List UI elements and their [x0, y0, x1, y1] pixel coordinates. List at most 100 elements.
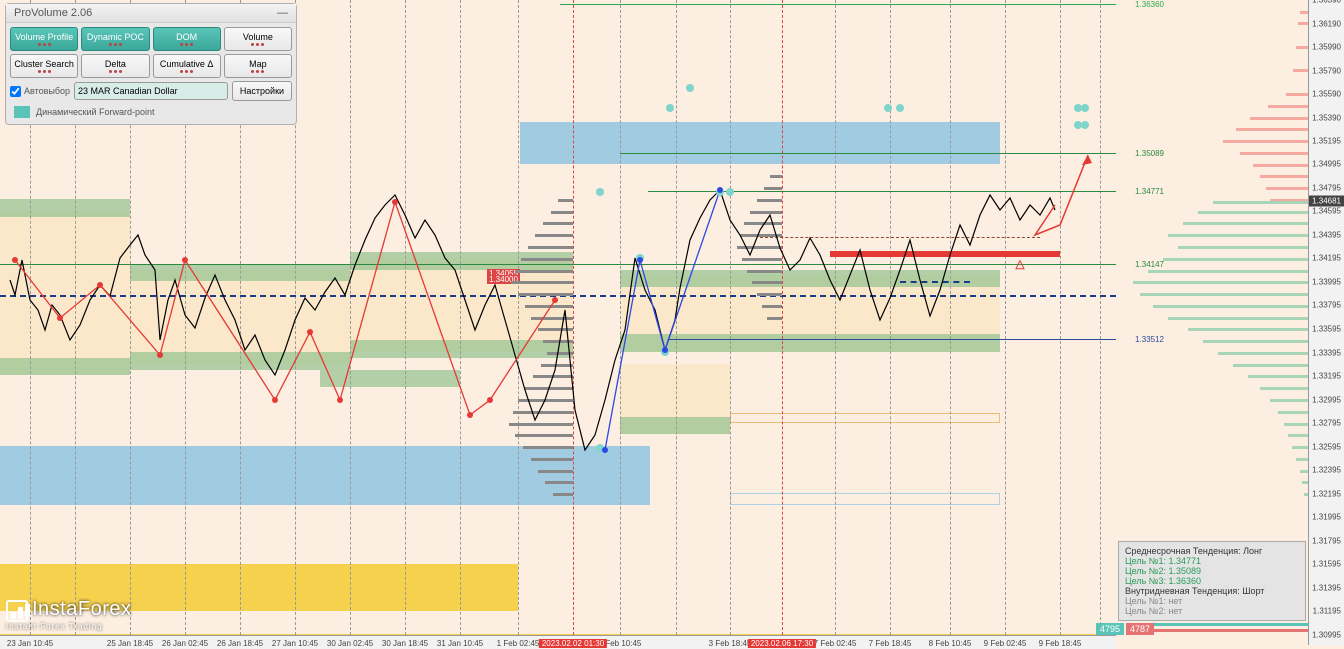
y-tick: 1.32195	[1312, 489, 1341, 498]
auto-select-checkbox[interactable]: Автовыбор	[10, 86, 70, 97]
vp-bar	[1300, 470, 1308, 473]
y-tick: 1.33995	[1312, 277, 1341, 286]
panel-btn-volume-profile[interactable]: Volume Profile	[10, 27, 78, 51]
logo-brand: InstaForex	[32, 598, 131, 620]
intra-target-2: Цель №2: нет	[1125, 606, 1299, 616]
vp-bar	[1203, 340, 1308, 343]
vp-bar	[1266, 187, 1308, 190]
y-tick: 1.35790	[1312, 66, 1341, 75]
x-tick: 1 Feb 02:45	[497, 639, 540, 648]
vp-bar	[1292, 446, 1308, 449]
vp-bar	[1198, 211, 1308, 214]
vp-bar	[1153, 305, 1308, 308]
panel-btn-dynamic-poc[interactable]: Dynamic POC	[81, 27, 149, 51]
target-2: Цель №2: 1.35089	[1125, 566, 1299, 576]
y-tick: 1.34795	[1312, 183, 1341, 192]
y-tick: 1.31595	[1312, 560, 1341, 569]
target-1: Цель №1: 1.34771	[1125, 556, 1299, 566]
y-tick: 1.33595	[1312, 324, 1341, 333]
y-tick: 1.32595	[1312, 442, 1341, 451]
panel-titlebar[interactable]: ProVolume 2.06 —	[6, 4, 296, 23]
mid-trend-label: Среднесрочная Тенденция: Лонг	[1125, 546, 1299, 556]
vp-bar	[1278, 411, 1308, 414]
y-tick: 1.33795	[1312, 301, 1341, 310]
forward-point-label: Динамический Forward-point	[36, 107, 155, 117]
vp-bar	[1284, 423, 1308, 426]
x-tick: 31 Jan 10:45	[437, 639, 483, 648]
vp-bar	[1296, 46, 1308, 49]
instrument-select[interactable]: 23 MAR Canadian Dollar	[74, 82, 228, 100]
intra-target-1: Цель №1: нет	[1125, 596, 1299, 606]
vp-bar	[1188, 328, 1308, 331]
x-tick: 26 Jan 02:45	[162, 639, 208, 648]
y-tick: 1.31795	[1312, 536, 1341, 545]
vp-bar	[1253, 164, 1308, 167]
vp-bar	[1223, 140, 1308, 143]
volume-profile-right	[1116, 0, 1308, 635]
vp-bar	[1260, 175, 1308, 178]
x-tick: 25 Jan 18:45	[107, 639, 153, 648]
panel-title-text: ProVolume 2.06	[14, 7, 92, 19]
logo-subtitle: Instant Forex Trading	[6, 622, 131, 631]
y-tick: 1.35990	[1312, 43, 1341, 52]
panel-btn-map[interactable]: Map	[224, 54, 292, 78]
provolume-panel[interactable]: ProVolume 2.06 — Volume ProfileDynamic P…	[5, 3, 297, 125]
target-3: Цель №3: 1.36360	[1125, 576, 1299, 586]
panel-btn-delta[interactable]: Delta	[81, 54, 149, 78]
x-tick: 30 Jan 18:45	[382, 639, 428, 648]
y-tick: 1.36390	[1312, 0, 1341, 5]
auto-select-input[interactable]	[10, 86, 21, 97]
y-tick: 1.31195	[1313, 607, 1341, 616]
y-tick: 1.33395	[1312, 348, 1341, 357]
y-tick: 1.31995	[1312, 513, 1341, 522]
panel-btn-cluster-search[interactable]: Cluster Search	[10, 54, 78, 78]
auto-select-label: Автовыбор	[24, 86, 70, 96]
forward-point-icon	[14, 106, 30, 118]
panel-btn-dom[interactable]: DOM	[153, 27, 221, 51]
vp-bar	[1250, 117, 1308, 120]
panel-btn-volume[interactable]: Volume	[224, 27, 292, 51]
x-axis: 23 Jan 10:4525 Jan 18:4526 Jan 02:4526 J…	[0, 635, 1116, 649]
vp-bar	[1178, 246, 1308, 249]
vp-bar	[1268, 105, 1308, 108]
vp-bar	[1168, 234, 1308, 237]
x-tick: 7 Feb 02:45	[814, 639, 857, 648]
y-tick: 1.34195	[1312, 254, 1341, 263]
vp-bar	[1248, 375, 1308, 378]
x-tick: 26 Jan 18:45	[217, 639, 263, 648]
y-tick: 1.34995	[1312, 160, 1341, 169]
y-tick: 1.33195	[1312, 372, 1341, 381]
vp-bar	[1236, 128, 1308, 131]
y-tick: 1.34595	[1312, 207, 1341, 216]
vp-bar	[1293, 69, 1308, 72]
x-tick: 9 Feb 02:45	[984, 639, 1027, 648]
minimize-icon[interactable]: —	[277, 7, 288, 19]
broker-logo: InstaForex Instant Forex Trading	[6, 598, 131, 631]
y-tick: 1.31395	[1312, 583, 1341, 592]
vp-bar	[1133, 281, 1308, 284]
vp-bar	[1288, 434, 1308, 437]
vp-bar	[1240, 152, 1308, 155]
y-tick: 1.32995	[1312, 395, 1341, 404]
vp-bar	[1298, 22, 1308, 25]
y-tick: 1.35390	[1312, 113, 1341, 122]
vp-bar	[1296, 458, 1308, 461]
y-tick: 1.32395	[1312, 466, 1341, 475]
x-tick: 3 Feb 18:45	[709, 639, 752, 648]
vp-bar	[1300, 11, 1308, 14]
vp-bar	[1213, 201, 1308, 204]
y-tick: 1.35195	[1312, 136, 1341, 145]
vp-bar	[1140, 293, 1308, 296]
forward-point-row: Динамический Forward-point	[10, 104, 292, 120]
x-tag-highlight: 2023.02.06 17:30	[748, 639, 816, 648]
vp-bar	[1218, 352, 1308, 355]
x-tick: 7 Feb 18:45	[869, 639, 912, 648]
vp-bar	[1148, 270, 1308, 273]
settings-button[interactable]: Настройки	[232, 81, 292, 101]
vp-bar	[1128, 623, 1308, 626]
x-tick: 27 Jan 10:45	[272, 639, 318, 648]
y-tick: 1.36190	[1312, 19, 1341, 28]
vp-bar	[1168, 317, 1308, 320]
panel-btn-cumulative-δ[interactable]: Cumulative Δ	[153, 54, 221, 78]
current-price-tag: 1.34681	[1309, 196, 1344, 207]
